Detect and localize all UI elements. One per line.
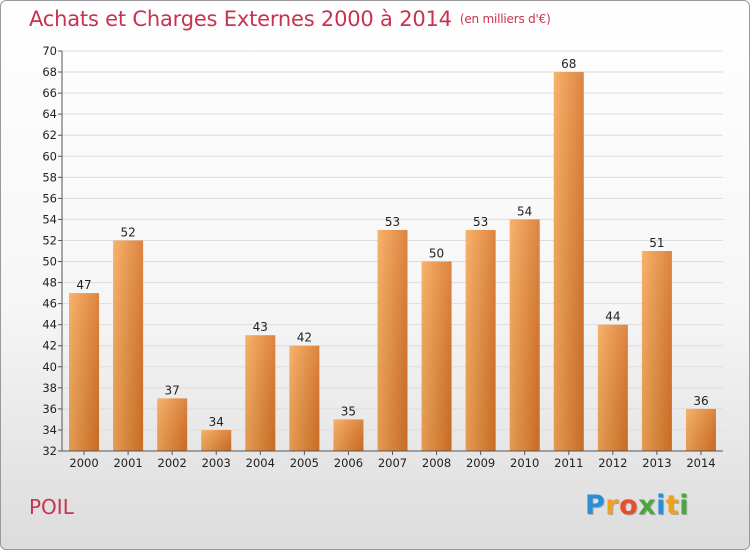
bars: 47 52 37 34 43 42 35 53 50 53 54 68 44 51 36 <box>69 57 716 451</box>
bar-value-label: 44 <box>605 310 620 324</box>
x-tick-label: 2011 <box>554 456 583 470</box>
logo-letter: o <box>619 490 639 521</box>
y-tick-label: 70 <box>42 44 57 58</box>
x-tick-label: 2002 <box>158 456 187 470</box>
x-tick-label: 2012 <box>598 456 627 470</box>
x-tick-label: 2005 <box>290 456 319 470</box>
bar-value-label: 36 <box>693 394 708 408</box>
bar-shade <box>421 261 452 451</box>
bar-value-label: 52 <box>120 225 135 239</box>
bar-value-label: 37 <box>165 383 180 397</box>
logo-letter: t <box>665 490 680 521</box>
y-tick-label: 34 <box>42 423 57 437</box>
y-tick-label: 50 <box>42 255 57 269</box>
bar-shade <box>641 251 672 451</box>
y-tick-label: 38 <box>42 381 57 395</box>
y-tick-label: 36 <box>42 402 57 416</box>
x-tick-label: 2009 <box>466 456 495 470</box>
proxiti-logo[interactable]: Proxiti <box>585 490 689 521</box>
x-tick-label: 2001 <box>113 456 142 470</box>
x-tick-label: 2008 <box>422 456 451 470</box>
y-tick-label: 64 <box>42 107 57 121</box>
y-tick-label: 68 <box>42 65 57 79</box>
y-tick-label: 60 <box>42 149 57 163</box>
logo-letter: P <box>585 490 606 521</box>
x-tick-label: 2007 <box>378 456 407 470</box>
logo-letter: r <box>605 490 620 521</box>
axes: 32 34 36 38 40 42 44 46 48 50 52 54 56 58 60 62 64 66 68 70… <box>42 44 723 470</box>
bar-shade <box>333 419 364 451</box>
y-tick-label: 56 <box>42 191 57 205</box>
bar-shade <box>553 72 584 451</box>
y-tick-label: 40 <box>42 360 57 374</box>
logo-letter: i <box>656 490 666 521</box>
bar-shade <box>69 293 100 451</box>
chart-subtitle: (en milliers d'€) <box>459 12 551 26</box>
x-tick-label: 2003 <box>202 456 231 470</box>
bar-value-label: 34 <box>209 415 224 429</box>
bar-value-label: 42 <box>297 331 312 345</box>
bar-shade <box>289 345 320 451</box>
bar-value-label: 35 <box>341 404 356 418</box>
bar-shade <box>377 229 408 451</box>
x-tick-label: 2014 <box>686 456 715 470</box>
bar-shade <box>245 335 276 451</box>
x-tick-label: 2000 <box>69 456 98 470</box>
y-tick-label: 62 <box>42 128 57 142</box>
chart-title: Achats et Charges Externes 2000 à 2014 (e… <box>29 7 551 31</box>
y-tick-label: 52 <box>42 233 57 247</box>
bar-value-label: 54 <box>517 204 532 218</box>
bar-shade <box>157 398 188 451</box>
y-tick-label: 48 <box>42 276 57 290</box>
x-tick-label: 2010 <box>510 456 539 470</box>
commune-label: POIL <box>29 495 74 519</box>
chart-title-text: Achats et Charges Externes 2000 à 2014 <box>29 7 452 31</box>
logo-letter: x <box>638 490 657 521</box>
bar-value-label: 53 <box>473 215 488 229</box>
y-tick-label: 54 <box>42 212 57 226</box>
bar-shade <box>465 229 496 451</box>
x-tick-label: 2013 <box>642 456 671 470</box>
y-tick-label: 44 <box>42 318 57 332</box>
bar-shade <box>597 324 628 451</box>
y-tick-label: 42 <box>42 339 57 353</box>
bar-value-label: 51 <box>649 236 664 250</box>
y-tick-label: 32 <box>42 444 57 458</box>
y-tick-label: 66 <box>42 86 57 100</box>
x-tick-label: 2006 <box>334 456 363 470</box>
y-tick-label: 46 <box>42 297 57 311</box>
bar-shade <box>113 240 144 451</box>
logo-letter: i <box>679 490 690 521</box>
bar-value-label: 43 <box>253 320 268 334</box>
bar-value-label: 47 <box>76 278 91 292</box>
bar-value-label: 53 <box>385 215 400 229</box>
bar-shade <box>685 408 716 451</box>
bar-value-label: 68 <box>561 57 576 71</box>
x-tick-label: 2004 <box>246 456 275 470</box>
bar-shade <box>201 429 232 451</box>
bar-value-label: 50 <box>429 247 444 261</box>
bar-shade <box>509 219 540 451</box>
y-tick-label: 58 <box>42 170 57 184</box>
